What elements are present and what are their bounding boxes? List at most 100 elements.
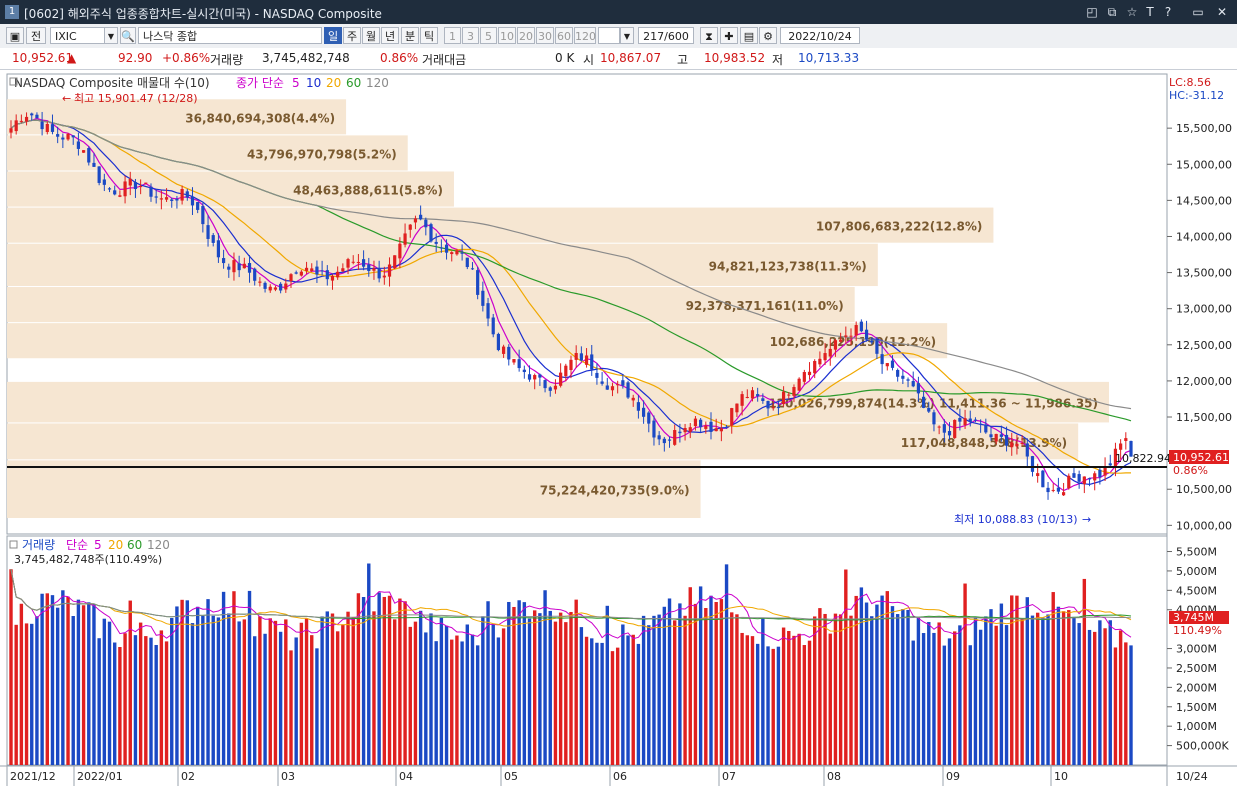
minute-1-button[interactable]: 1 xyxy=(444,27,461,44)
volume-bar xyxy=(569,611,573,765)
date-tick-label: 2022/01 xyxy=(77,770,123,783)
volume-bar xyxy=(921,633,926,765)
period-day-button[interactable]: 일 xyxy=(324,27,342,44)
candle-body xyxy=(14,120,18,132)
symbol-input[interactable]: IXIC xyxy=(50,27,106,44)
custom-period-input[interactable] xyxy=(598,27,620,44)
candle-body xyxy=(740,394,744,406)
candle-body xyxy=(854,325,858,336)
volume-bar xyxy=(558,612,563,765)
price-tick-label: 15,000,00 xyxy=(1176,158,1232,171)
volume-bar xyxy=(761,617,765,765)
settings-gear-icon[interactable]: ⚙ xyxy=(759,27,777,44)
volume-bar xyxy=(45,593,49,765)
volume-profile-label: 102,686,225,190(12.2%) xyxy=(770,335,936,349)
volume-bar xyxy=(14,624,18,765)
period-year-button[interactable]: 년 xyxy=(381,27,399,44)
volume-bar xyxy=(1113,647,1118,765)
candle-body xyxy=(139,186,143,188)
save-icon[interactable]: ▤ xyxy=(740,27,758,44)
volume-legend-toggle-icon[interactable] xyxy=(9,540,18,549)
candle-body xyxy=(667,439,672,441)
candle-body xyxy=(569,359,573,371)
minute-30-button[interactable]: 30 xyxy=(536,27,554,44)
candle-body xyxy=(1103,466,1107,476)
data-count-field[interactable]: 217/600 xyxy=(638,27,694,44)
date-input[interactable]: 2022/10/24 xyxy=(780,27,860,44)
help-icon[interactable]: ? xyxy=(1164,5,1172,19)
close-icon[interactable]: ✕ xyxy=(1216,5,1228,19)
candle-body xyxy=(190,196,195,206)
volume-bar xyxy=(755,643,760,765)
chart-type-icon[interactable]: ⧗ xyxy=(700,27,718,44)
symbol-name-field: 나스닥 종합 xyxy=(138,27,322,44)
minute-120-button[interactable]: 120 xyxy=(574,27,596,44)
candle-body xyxy=(564,365,568,377)
volume-bar xyxy=(512,606,516,765)
candle-body xyxy=(1041,470,1045,488)
prev-button[interactable]: 전 xyxy=(26,27,46,44)
volume-bar xyxy=(797,633,801,765)
candle-body xyxy=(144,182,148,184)
dock-icon[interactable]: ◰ xyxy=(1086,5,1098,19)
volume-bar xyxy=(978,629,983,765)
symbol-dropdown-icon[interactable]: ▼ xyxy=(104,27,118,44)
minute-60-button[interactable]: 60 xyxy=(555,27,573,44)
volume-bar xyxy=(527,618,532,765)
change-arrow-icon: ▲ xyxy=(67,51,77,65)
candle-body xyxy=(756,394,760,397)
ma120-label: 120 xyxy=(366,76,389,90)
volume-bar xyxy=(657,614,661,765)
volume-bar xyxy=(102,618,107,765)
duplicate-window-icon[interactable]: ⧉ xyxy=(1107,5,1117,19)
period-week-button[interactable]: 주 xyxy=(343,27,361,44)
volume-bar xyxy=(455,635,459,765)
volume-bar xyxy=(55,607,60,765)
minute-20-button[interactable]: 20 xyxy=(517,27,535,44)
menu-icon[interactable]: ▣ xyxy=(6,27,24,44)
candle-body xyxy=(719,428,723,432)
date-tick-label: 05 xyxy=(504,770,518,783)
last-close-label: 10,822.94 xyxy=(1115,452,1171,465)
minimize-icon[interactable]: ▭ xyxy=(1192,5,1204,19)
volume-bar xyxy=(895,614,900,765)
minute-3-button[interactable]: 3 xyxy=(462,27,479,44)
volume-bar xyxy=(1129,645,1133,765)
candle-body xyxy=(460,252,464,254)
volume-bar xyxy=(382,596,387,765)
volume-bar xyxy=(802,645,807,765)
window-number: 1 xyxy=(5,5,19,19)
volume-bar xyxy=(859,587,864,765)
search-icon[interactable]: 🔍 xyxy=(120,27,136,44)
period-month-button[interactable]: 월 xyxy=(362,27,380,44)
volume-bar xyxy=(253,636,257,765)
volume-legend-title: 거래량 xyxy=(22,538,55,552)
legend-toggle-icon[interactable] xyxy=(9,77,18,86)
custom-period-dropdown-icon[interactable]: ▼ xyxy=(620,27,634,44)
candle-body xyxy=(113,190,117,195)
stock-chart-svg[interactable]: 36,840,694,308(4.4%) 43,796,970,798(5.2%)… xyxy=(0,70,1237,786)
period-minute-button[interactable]: 분 xyxy=(401,27,419,44)
volume-tick-label: 5,500M xyxy=(1176,546,1217,559)
high-marker-arrow-icon: ← xyxy=(62,92,71,105)
candle-body xyxy=(735,403,739,413)
candle-body xyxy=(330,275,335,281)
volume-bar xyxy=(195,606,200,765)
price-tick-label: 15,500,00 xyxy=(1176,122,1232,135)
favorite-icon[interactable]: ☆ xyxy=(1126,5,1138,19)
current-price-tag: 10,952.61 xyxy=(1173,451,1229,464)
candle-body xyxy=(372,268,376,271)
candle-body xyxy=(849,335,853,337)
candle-body xyxy=(102,179,106,185)
candle-body xyxy=(605,385,609,390)
minute-10-button[interactable]: 10 xyxy=(498,27,516,44)
minute-5-button[interactable]: 5 xyxy=(480,27,497,44)
volume-bar xyxy=(92,604,96,765)
candle-body xyxy=(279,283,283,291)
volume-bar xyxy=(185,600,189,765)
chart-area[interactable]: 36,840,694,308(4.4%) 43,796,970,798(5.2%)… xyxy=(0,70,1237,786)
font-icon[interactable]: T xyxy=(1146,5,1154,19)
period-tick-button[interactable]: 틱 xyxy=(420,27,438,44)
crosshair-icon[interactable]: ✚ xyxy=(720,27,738,44)
candle-body xyxy=(517,359,521,369)
